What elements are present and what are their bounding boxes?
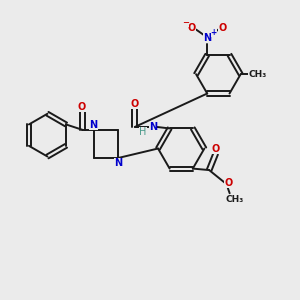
Text: O: O [212, 144, 220, 154]
Text: N: N [114, 158, 122, 168]
Text: −: − [182, 18, 189, 27]
Text: N: N [90, 120, 98, 130]
Text: O: O [131, 99, 139, 109]
Text: H: H [139, 127, 147, 137]
Text: O: O [188, 23, 196, 33]
Text: N: N [203, 33, 211, 43]
Text: O: O [78, 102, 86, 112]
Text: CH₃: CH₃ [226, 195, 244, 204]
Text: +: + [211, 28, 217, 37]
Text: O: O [218, 23, 227, 33]
Text: CH₃: CH₃ [248, 70, 267, 79]
Text: O: O [224, 178, 232, 188]
Text: N: N [149, 122, 157, 132]
